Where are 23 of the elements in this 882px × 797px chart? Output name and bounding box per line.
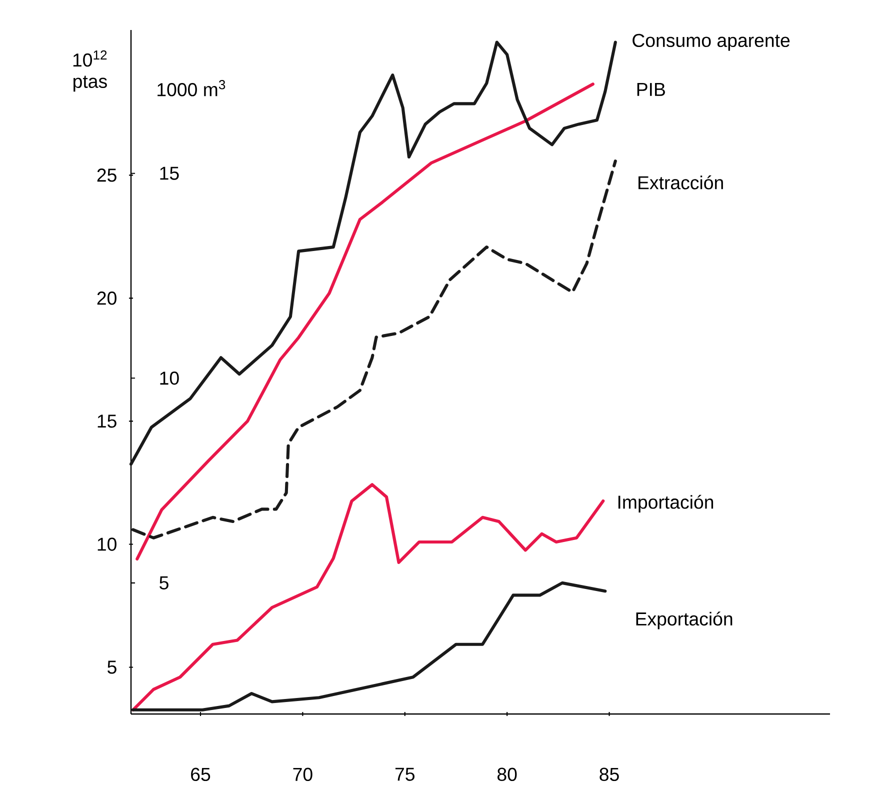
series-label: Importación xyxy=(618,494,714,512)
y2-tick-label: 10 xyxy=(160,372,179,385)
line-series xyxy=(132,483,605,712)
y2-axis-title: 1000 m$^{3}$ xyxy=(158,80,226,96)
line-series xyxy=(132,160,617,540)
series-label: Consumo aparente xyxy=(632,34,790,51)
text: PIB xyxy=(637,83,665,96)
y2-tick-label: 15 xyxy=(160,166,179,180)
y-tick-label: 20 xyxy=(97,292,116,305)
y-tick-label: 10 xyxy=(98,538,116,551)
y-tick-label: 15 xyxy=(98,414,116,428)
line-series xyxy=(129,40,617,466)
y2-tick-label: 5 xyxy=(160,576,168,590)
text: 10$^{12}$ ptas xyxy=(73,50,107,92)
x-tick-label: 75 xyxy=(395,768,414,781)
series-label: Exportación xyxy=(636,612,732,630)
y-tick-label: 25 xyxy=(97,168,116,182)
series-label: Extracción xyxy=(638,175,723,190)
x-tick-label: 65 xyxy=(191,768,210,782)
x-tick-label: 70 xyxy=(293,768,312,782)
x-tick-label: 80 xyxy=(498,768,517,782)
y-tick-label: 5 xyxy=(108,660,116,674)
x-tick-label: 85 xyxy=(600,768,619,782)
